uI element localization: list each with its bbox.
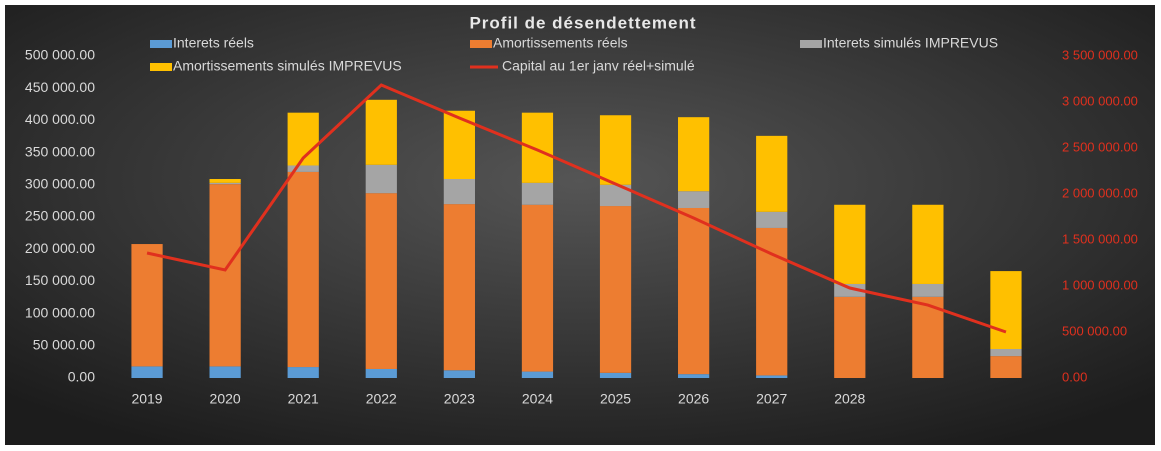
y-tick-label: 250 000.00: [25, 208, 95, 224]
legend-label: Capital au 1er janv réel+simulé: [502, 58, 695, 74]
x-tick-label: 2022: [366, 391, 397, 407]
bar-segment: [521, 204, 554, 372]
bar-segment: [365, 164, 397, 194]
bar-segment: [756, 211, 788, 228]
bar-segment: [678, 207, 710, 375]
bar-segment: [990, 271, 1022, 350]
y2-tick-label: 3 000 000.00: [1062, 93, 1138, 108]
y2-tick-label: 3 500 000.00: [1062, 47, 1138, 62]
bar-segment: [287, 367, 319, 378]
x-tick-label: 2025: [600, 391, 631, 407]
y-tick-label: 200 000.00: [25, 240, 95, 256]
legend-swatch: [470, 40, 492, 48]
bar-segment: [990, 356, 1022, 378]
line-series: [146, 83, 1007, 334]
bar-segment: [678, 374, 710, 378]
bar-segment: [912, 296, 944, 378]
legend-label: Amortissements réels: [493, 35, 628, 51]
x-tick-label: 2028: [834, 391, 865, 407]
bar-segment: [209, 182, 241, 185]
bar-segment: [599, 372, 632, 378]
y2-tick-label: 2 500 000.00: [1062, 139, 1138, 154]
y-tick-label: 500 000.00: [25, 47, 95, 63]
y-tick-label: 150 000.00: [25, 272, 95, 288]
bar-segment: [131, 366, 163, 378]
legend-label: Amortissements simulés IMPREVUS: [173, 58, 402, 74]
y-tick-label: 100 000.00: [25, 304, 95, 320]
bar-segment: [209, 184, 241, 367]
bar-segment: [834, 204, 866, 284]
bar-segment: [209, 366, 241, 378]
bar-segment: [209, 179, 241, 183]
x-tick-label: 2026: [678, 391, 709, 407]
x-tick-label: 2019: [131, 391, 162, 407]
x-tick-label: 2027: [756, 391, 787, 407]
bar-segment: [599, 184, 632, 207]
bar-segment: [678, 117, 710, 192]
bar-segment: [599, 115, 632, 185]
legend-swatch: [150, 63, 172, 71]
x-tick-label: 2023: [444, 391, 475, 407]
y-tick-label: 450 000.00: [25, 79, 95, 95]
bar-segment: [678, 191, 710, 208]
legend-label: Interets réels: [173, 35, 254, 51]
x-tick-label: 2020: [210, 391, 241, 407]
y-tick-label: 50 000.00: [33, 337, 95, 353]
legend-swatch: [800, 40, 822, 48]
y2-tick-label: 0.00: [1062, 369, 1087, 384]
bar-segment: [365, 368, 397, 378]
bar-segment: [443, 179, 475, 205]
chart-background: [5, 5, 1155, 445]
y2-tick-label: 500 000.00: [1062, 323, 1127, 338]
y-tick-label: 0.00: [68, 369, 95, 385]
y-tick-label: 300 000.00: [25, 176, 95, 192]
bar-segment: [131, 244, 163, 367]
bar-segment: [912, 283, 944, 297]
bar-segment: [287, 165, 319, 172]
x-tick-label: 2024: [522, 391, 553, 407]
bar-segment: [443, 204, 475, 371]
y2-tick-label: 1 000 000.00: [1062, 277, 1138, 292]
legend-swatch: [150, 40, 172, 48]
bar-segment: [287, 171, 319, 368]
bar-segment: [521, 182, 554, 205]
bar-segment: [834, 296, 866, 378]
y2-tick-label: 2 000 000.00: [1062, 185, 1138, 200]
bar-segment: [756, 375, 788, 378]
bar-segment: [990, 349, 1022, 357]
y-tick-label: 400 000.00: [25, 111, 95, 127]
bar-segment: [443, 370, 475, 378]
y2-tick-label: 1 500 000.00: [1062, 231, 1138, 246]
chart-title: Profil de désendettement: [469, 13, 696, 32]
bar-segment: [521, 371, 554, 378]
bar-segment: [365, 99, 397, 165]
bar-segment: [599, 206, 632, 373]
bar-segment: [834, 283, 866, 297]
bar-segment: [756, 135, 788, 212]
legend-label: Interets simulés IMPREVUS: [823, 35, 998, 51]
y-tick-label: 350 000.00: [25, 143, 95, 159]
bar-segment: [912, 204, 944, 284]
bar-segment: [521, 112, 554, 183]
x-tick-label: 2021: [288, 391, 319, 407]
bar-segment: [365, 193, 397, 369]
